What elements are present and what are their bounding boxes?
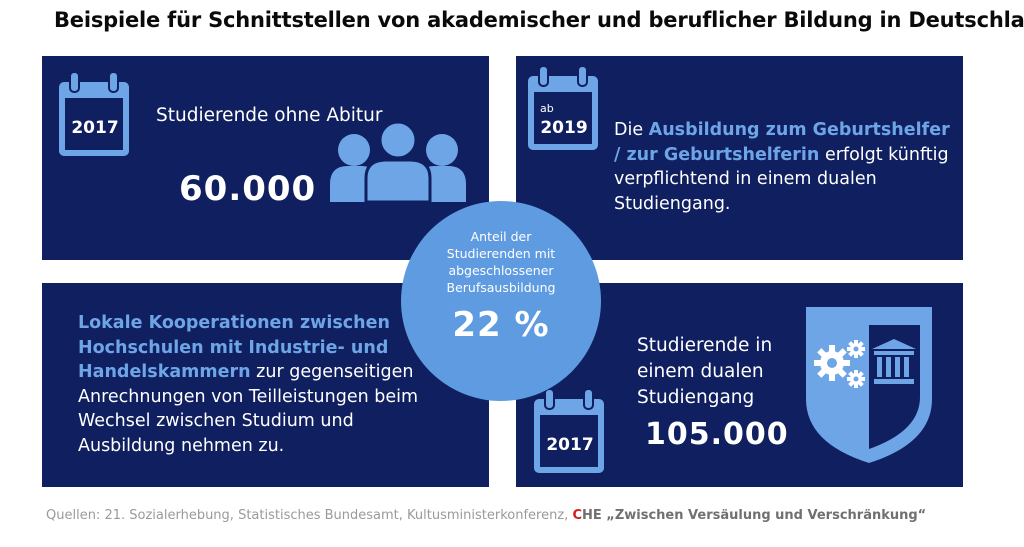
panel-text: Die Ausbildung zum Geburtshelfer / zur G… xyxy=(614,118,954,216)
page-title: Beispiele für Schnittstellen von akademi… xyxy=(54,8,1024,32)
center-stat-value: 22 % xyxy=(452,305,550,345)
panel-value: 60.000 xyxy=(179,169,317,209)
shield-gears-university-icon xyxy=(806,307,932,463)
calendar-icon xyxy=(534,388,604,473)
panel-label: Studierende ohne Abitur xyxy=(156,105,383,126)
calendar-year: 2017 xyxy=(71,118,119,138)
highlight-text: Ausbildung zum Geburtshelfer / zur Gebur… xyxy=(614,120,950,165)
people-group-icon xyxy=(330,120,466,204)
calendar-icon xyxy=(59,71,129,156)
panel-local-cooperations: Lokale Kooperationen zwischen Hochschule… xyxy=(42,283,489,487)
text-before: Die xyxy=(614,120,649,140)
panel-label: Studierende in einem dualen Studiengang xyxy=(637,335,773,408)
panel-value: 105.000 xyxy=(645,417,789,452)
calendar-icon xyxy=(528,65,598,150)
che-logo-rest: HE xyxy=(582,508,602,523)
source-text: Quellen: 21. Sozialerhebung, Statistisch… xyxy=(46,508,573,523)
panel-dual-study: 2017 Studierende in einem dualen Studien… xyxy=(516,283,963,487)
panel-text: Lokale Kooperationen zwischen Hochschule… xyxy=(78,311,428,458)
panel-midwife-training: ab 2019 Die Ausbildung zum Geburtshelfer… xyxy=(516,56,963,260)
text-after: zur gegenseitigen Anrechnungen von Teill… xyxy=(78,362,419,456)
panel-students-without-abitur: 2017 Studierende ohne Abitur 60.000 xyxy=(42,56,489,260)
center-stat-circle: Anteil der Studierenden mit abgeschlosse… xyxy=(401,201,601,401)
source-quote: „Zwischen Versäulung und Verschränkung“ xyxy=(601,508,927,523)
che-logo-c: C xyxy=(572,508,582,523)
calendar-year: 2019 xyxy=(540,118,588,138)
source-line: Quellen: 21. Sozialerhebung, Statistisch… xyxy=(46,508,926,523)
text-after: erfolgt künftig verpflichtend in einem d… xyxy=(614,144,949,214)
highlight-text: Lokale Kooperationen zwischen Hochschule… xyxy=(78,313,390,382)
center-stat-label: Anteil der Studierenden mit abgeschlosse… xyxy=(446,229,556,295)
calendar-year-prefix: ab xyxy=(540,102,554,115)
calendar-year: 2017 xyxy=(546,435,594,455)
